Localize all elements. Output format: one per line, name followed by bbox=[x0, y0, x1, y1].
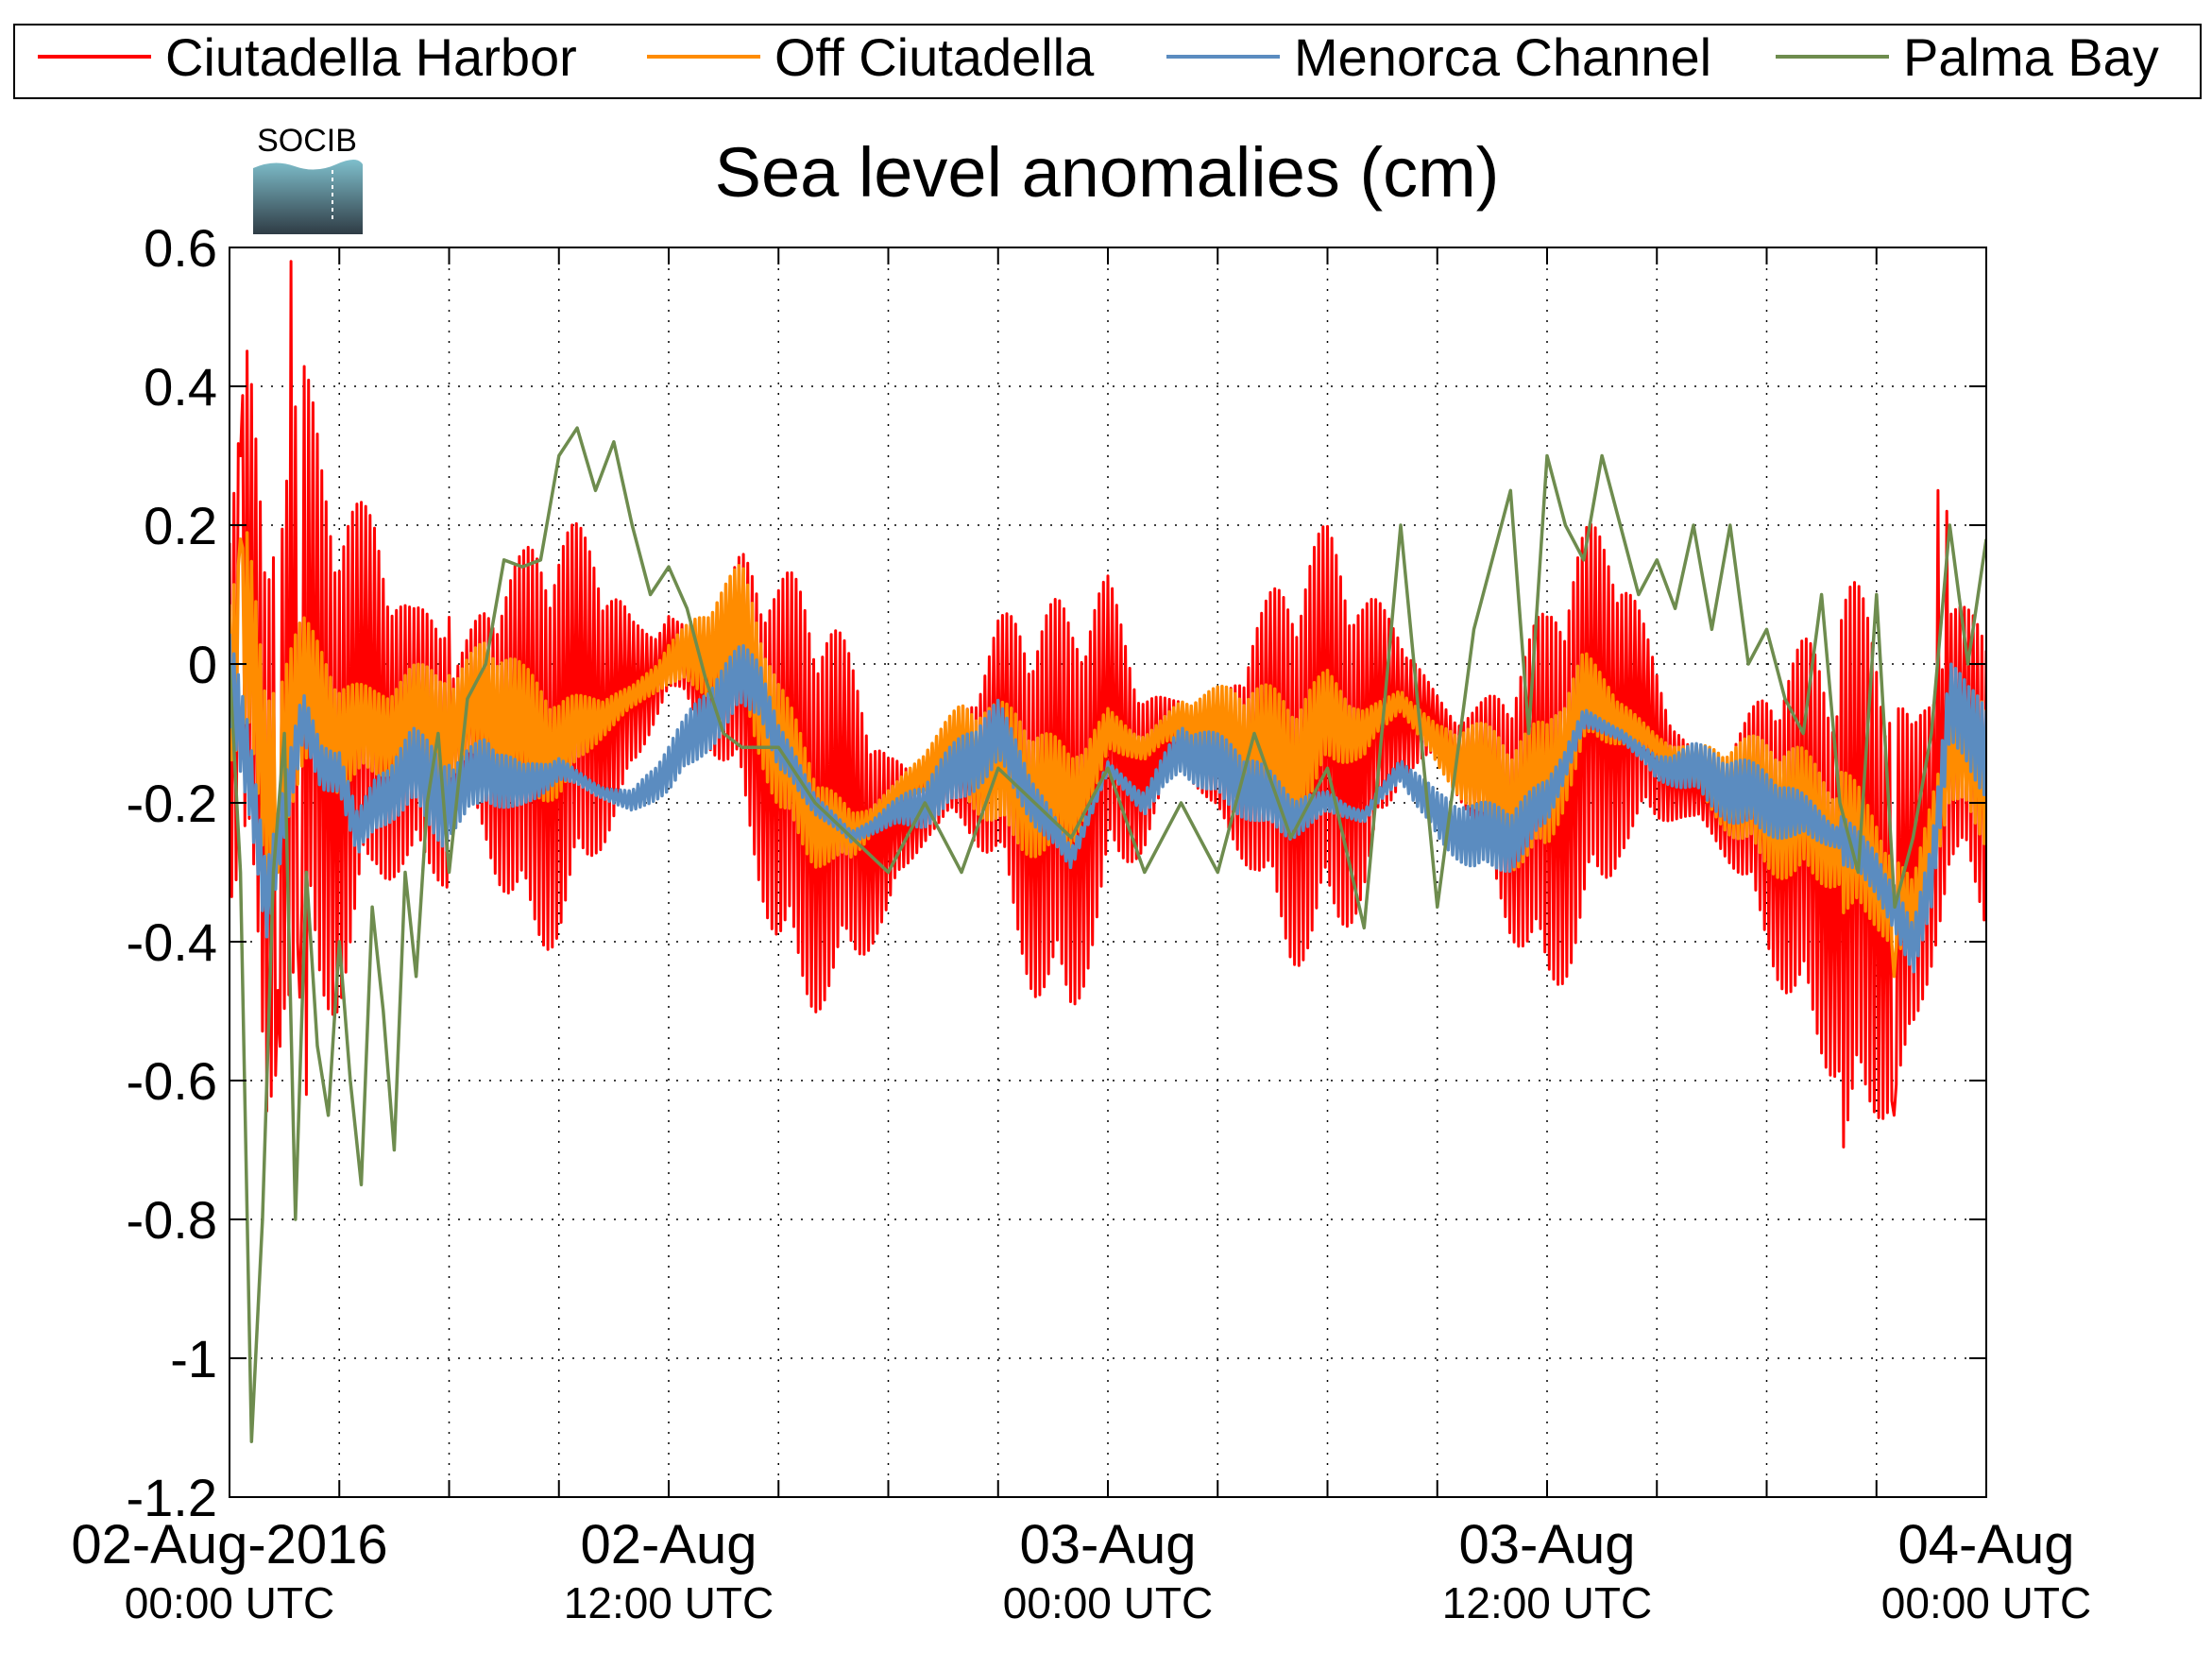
legend-label-off-ciutadella: Off Ciutadella bbox=[774, 27, 1095, 87]
x-tick-date-label: 03-Aug bbox=[1019, 1514, 1196, 1575]
series-line-menorca-channel bbox=[230, 633, 1986, 974]
series-line-palma-bay bbox=[230, 426, 1986, 1443]
x-tick-date-label: 04-Aug bbox=[1897, 1514, 2074, 1575]
y-axis-labels: 0.6 0.4 0.2 0 -0.2 -0.4 -0.6 -0.8 -1 -1.2 bbox=[127, 218, 218, 1527]
x-tick-time-label: 00:00 UTC bbox=[1881, 1578, 2091, 1627]
series-layer bbox=[230, 260, 1986, 1443]
legend-label-ciutadella-harbor: Ciutadella Harbor bbox=[165, 27, 577, 87]
y-tick-label: -0.6 bbox=[127, 1051, 218, 1111]
x-tick-date-label: 03-Aug bbox=[1458, 1514, 1635, 1575]
y-tick-label: -0.4 bbox=[127, 912, 218, 972]
socib-logo-wave bbox=[253, 160, 363, 234]
plot-area bbox=[229, 247, 1987, 1498]
y-tick-label: -0.2 bbox=[127, 774, 218, 833]
legend-label-palma-bay: Palma Bay bbox=[1903, 27, 2159, 87]
y-tick-label: -1.2 bbox=[127, 1468, 218, 1527]
x-tick-time-label: 00:00 UTC bbox=[1003, 1578, 1213, 1627]
x-tick-date-label: 02-Aug bbox=[580, 1514, 757, 1575]
ticks bbox=[229, 247, 1987, 1498]
x-tick-time-label: 12:00 UTC bbox=[564, 1578, 774, 1627]
socib-logo-text: SOCIB bbox=[257, 123, 357, 159]
x-tick-date-label: 02-Aug-2016 bbox=[71, 1514, 387, 1575]
legend-box bbox=[13, 24, 2202, 99]
x-tick-time-label: 12:00 UTC bbox=[1442, 1578, 1652, 1627]
y-tick-label: 0 bbox=[188, 635, 217, 694]
chart-title: Sea level anomalies (cm) bbox=[715, 133, 1500, 212]
y-tick-label: 0.4 bbox=[144, 357, 217, 417]
legend: Ciutadella Harbor Off Ciutadella Menorca C… bbox=[13, 24, 2202, 99]
socib-logo: SOCIB bbox=[253, 123, 363, 234]
y-tick-label: -1 bbox=[170, 1329, 217, 1388]
y-tick-label: 0.6 bbox=[144, 218, 217, 278]
legend-label-menorca-channel: Menorca Channel bbox=[1294, 27, 1711, 87]
x-tick-time-label: 00:00 UTC bbox=[125, 1578, 334, 1627]
y-tick-label: 0.2 bbox=[144, 496, 217, 555]
y-tick-label: -0.8 bbox=[127, 1190, 218, 1250]
